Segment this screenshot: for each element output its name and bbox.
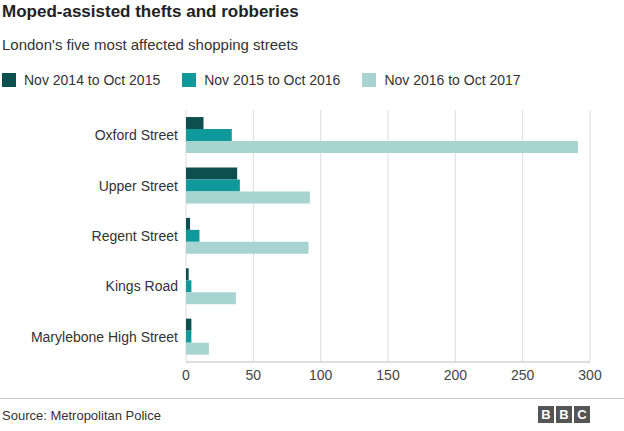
svg-text:Regent Street: Regent Street bbox=[92, 228, 178, 244]
svg-text:200: 200 bbox=[444, 367, 468, 383]
svg-text:50: 50 bbox=[246, 367, 262, 383]
html-text:Nov 2015 to Oct 2016: Nov 2015 to Oct 2016 bbox=[204, 72, 341, 88]
svg-text:150: 150 bbox=[376, 367, 400, 383]
svg-text:0: 0 bbox=[182, 367, 190, 383]
svg-text:300: 300 bbox=[578, 367, 602, 383]
html-text:Nov 2016 to Oct 2017: Nov 2016 to Oct 2017 bbox=[384, 72, 521, 88]
html-text:Moped-assisted thefts and robb: Moped-assisted thefts and robberies bbox=[2, 2, 299, 21]
svg-text:Kings Road: Kings Road bbox=[106, 278, 178, 294]
html-text:B: B bbox=[541, 407, 551, 422]
html-text:B: B bbox=[559, 407, 569, 422]
svg-text:Marylebone High Street: Marylebone High Street bbox=[31, 329, 178, 345]
svg-text:100: 100 bbox=[309, 367, 333, 383]
html-text:Nov 2014 to Oct 2015: Nov 2014 to Oct 2015 bbox=[24, 72, 161, 88]
svg-text:Upper Street: Upper Street bbox=[99, 178, 178, 194]
svg-text:Oxford Street: Oxford Street bbox=[95, 127, 178, 143]
html-text:London's five most affected sh: London's five most affected shopping str… bbox=[2, 36, 299, 53]
html-text:C: C bbox=[577, 407, 587, 422]
html-text:Source: Metropolitan Police: Source: Metropolitan Police bbox=[2, 408, 161, 423]
svg-text:250: 250 bbox=[511, 367, 535, 383]
